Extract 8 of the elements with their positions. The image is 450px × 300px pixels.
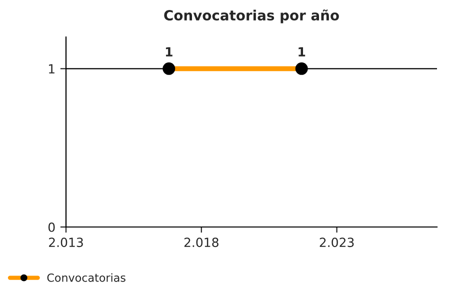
- data-label: 1: [298, 47, 306, 56]
- y-tick-label: 0: [48, 222, 55, 232]
- legend-label: Convocatorias: [47, 273, 126, 282]
- x-tick-label: 2.018: [184, 238, 218, 248]
- x-tick-label: 2.013: [49, 238, 83, 248]
- chart-title: Convocatorias por año: [164, 10, 339, 24]
- x-tick-label: 2.023: [320, 238, 354, 248]
- data-label: 1: [166, 47, 172, 56]
